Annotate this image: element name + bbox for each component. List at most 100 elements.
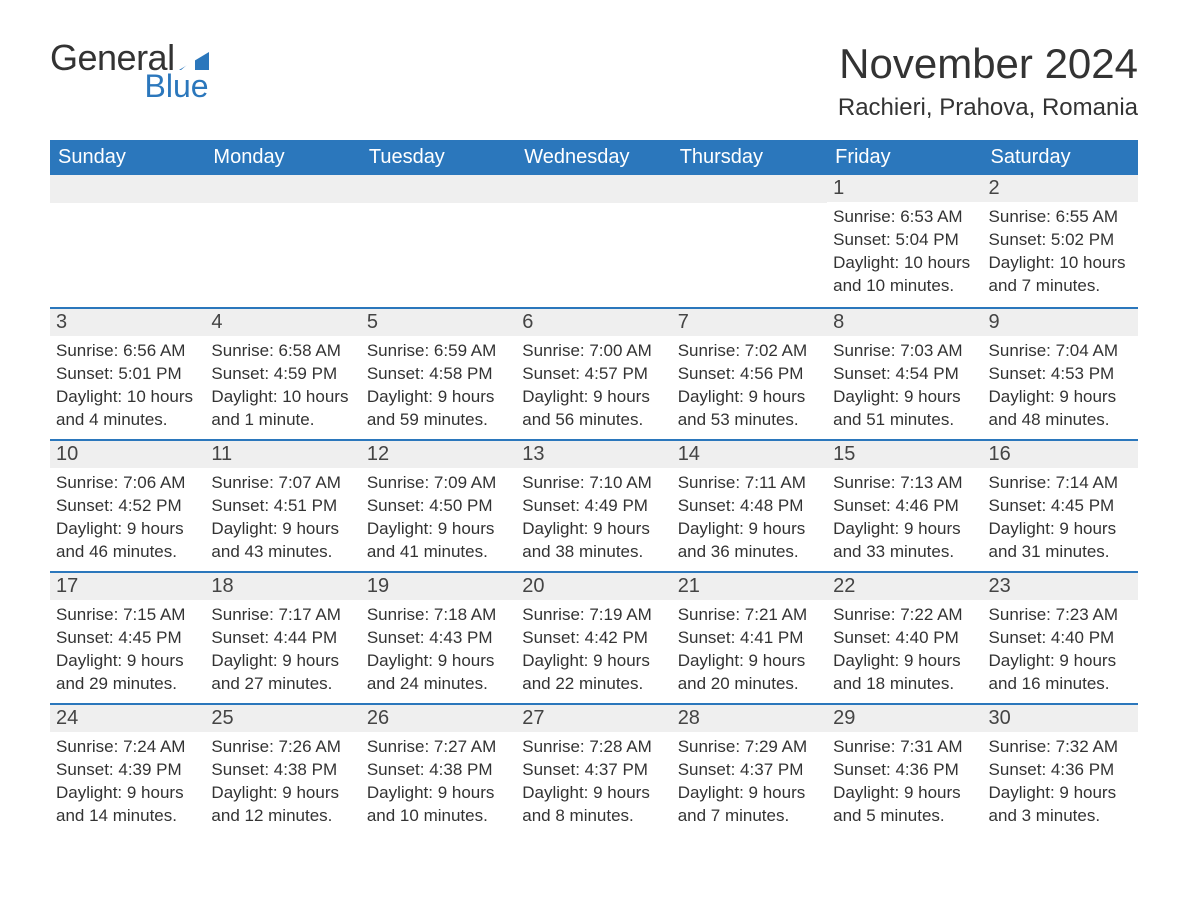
calendar-day-cell: 16Sunrise: 7:14 AMSunset: 4:45 PMDayligh…	[983, 439, 1138, 571]
calendar-week-row: 24Sunrise: 7:24 AMSunset: 4:39 PMDayligh…	[50, 703, 1138, 835]
day-number: 24	[50, 703, 205, 732]
day-details: Sunrise: 6:53 AMSunset: 5:04 PMDaylight:…	[827, 202, 982, 304]
sunrise-text: Sunrise: 7:02 AM	[678, 340, 821, 363]
day-details: Sunrise: 7:29 AMSunset: 4:37 PMDaylight:…	[672, 732, 827, 834]
calendar-day-cell: 5Sunrise: 6:59 AMSunset: 4:58 PMDaylight…	[361, 307, 516, 439]
sunset-text: Sunset: 4:59 PM	[211, 363, 354, 386]
sunrise-text: Sunrise: 7:07 AM	[211, 472, 354, 495]
sunrise-text: Sunrise: 7:15 AM	[56, 604, 199, 627]
location: Rachieri, Prahova, Romania	[838, 94, 1138, 122]
sunrise-text: Sunrise: 7:31 AM	[833, 736, 976, 759]
daylight-text: Daylight: 9 hours and 22 minutes.	[522, 650, 665, 696]
sunset-text: Sunset: 4:45 PM	[989, 495, 1132, 518]
calendar-day-cell: 25Sunrise: 7:26 AMSunset: 4:38 PMDayligh…	[205, 703, 360, 835]
day-details: Sunrise: 7:22 AMSunset: 4:40 PMDaylight:…	[827, 600, 982, 702]
daylight-text: Daylight: 9 hours and 46 minutes.	[56, 518, 199, 564]
day-details: Sunrise: 7:19 AMSunset: 4:42 PMDaylight:…	[516, 600, 671, 702]
sunset-text: Sunset: 4:52 PM	[56, 495, 199, 518]
day-details: Sunrise: 7:11 AMSunset: 4:48 PMDaylight:…	[672, 468, 827, 570]
sunrise-text: Sunrise: 7:32 AM	[989, 736, 1132, 759]
day-number: 23	[983, 571, 1138, 600]
sunrise-text: Sunrise: 7:22 AM	[833, 604, 976, 627]
day-details: Sunrise: 7:28 AMSunset: 4:37 PMDaylight:…	[516, 732, 671, 834]
sunset-text: Sunset: 5:02 PM	[989, 229, 1132, 252]
day-details: Sunrise: 7:02 AMSunset: 4:56 PMDaylight:…	[672, 336, 827, 438]
sunset-text: Sunset: 4:53 PM	[989, 363, 1132, 386]
sunset-text: Sunset: 4:54 PM	[833, 363, 976, 386]
daylight-text: Daylight: 9 hours and 48 minutes.	[989, 386, 1132, 432]
sunset-text: Sunset: 4:56 PM	[678, 363, 821, 386]
logo: General Blue	[50, 40, 209, 102]
title-block: November 2024 Rachieri, Prahova, Romania	[838, 40, 1138, 122]
calendar-week-row: 10Sunrise: 7:06 AMSunset: 4:52 PMDayligh…	[50, 439, 1138, 571]
day-number: 20	[516, 571, 671, 600]
day-number: 8	[827, 307, 982, 336]
day-details: Sunrise: 7:32 AMSunset: 4:36 PMDaylight:…	[983, 732, 1138, 834]
daylight-text: Daylight: 10 hours and 7 minutes.	[989, 252, 1132, 298]
sunset-text: Sunset: 4:38 PM	[211, 759, 354, 782]
day-number: 18	[205, 571, 360, 600]
day-details: Sunrise: 7:15 AMSunset: 4:45 PMDaylight:…	[50, 600, 205, 702]
daylight-text: Daylight: 9 hours and 36 minutes.	[678, 518, 821, 564]
daylight-text: Daylight: 9 hours and 14 minutes.	[56, 782, 199, 828]
daylight-text: Daylight: 9 hours and 29 minutes.	[56, 650, 199, 696]
calendar-day-cell: 1Sunrise: 6:53 AMSunset: 5:04 PMDaylight…	[827, 175, 982, 307]
sunrise-text: Sunrise: 7:17 AM	[211, 604, 354, 627]
month-title: November 2024	[838, 40, 1138, 88]
daylight-text: Daylight: 9 hours and 59 minutes.	[367, 386, 510, 432]
empty-day	[516, 175, 671, 203]
logo-word-blue: Blue	[145, 70, 209, 102]
day-details: Sunrise: 7:24 AMSunset: 4:39 PMDaylight:…	[50, 732, 205, 834]
weekday-header: Sunday	[50, 140, 205, 175]
calendar-day-cell: 10Sunrise: 7:06 AMSunset: 4:52 PMDayligh…	[50, 439, 205, 571]
sunset-text: Sunset: 4:57 PM	[522, 363, 665, 386]
sunset-text: Sunset: 4:50 PM	[367, 495, 510, 518]
weekday-header: Friday	[827, 140, 982, 175]
day-details: Sunrise: 7:17 AMSunset: 4:44 PMDaylight:…	[205, 600, 360, 702]
daylight-text: Daylight: 9 hours and 10 minutes.	[367, 782, 510, 828]
empty-day	[50, 175, 205, 203]
calendar-day-cell: 27Sunrise: 7:28 AMSunset: 4:37 PMDayligh…	[516, 703, 671, 835]
calendar-day-cell: 26Sunrise: 7:27 AMSunset: 4:38 PMDayligh…	[361, 703, 516, 835]
sunrise-text: Sunrise: 6:58 AM	[211, 340, 354, 363]
sunset-text: Sunset: 4:46 PM	[833, 495, 976, 518]
weekday-header: Thursday	[672, 140, 827, 175]
sunrise-text: Sunrise: 7:06 AM	[56, 472, 199, 495]
daylight-text: Daylight: 9 hours and 24 minutes.	[367, 650, 510, 696]
day-number: 7	[672, 307, 827, 336]
calendar-day-cell	[50, 175, 205, 307]
day-details: Sunrise: 7:04 AMSunset: 4:53 PMDaylight:…	[983, 336, 1138, 438]
sunrise-text: Sunrise: 7:18 AM	[367, 604, 510, 627]
day-number: 30	[983, 703, 1138, 732]
day-number: 29	[827, 703, 982, 732]
daylight-text: Daylight: 9 hours and 8 minutes.	[522, 782, 665, 828]
calendar-day-cell: 18Sunrise: 7:17 AMSunset: 4:44 PMDayligh…	[205, 571, 360, 703]
day-details: Sunrise: 6:58 AMSunset: 4:59 PMDaylight:…	[205, 336, 360, 438]
sunrise-text: Sunrise: 7:03 AM	[833, 340, 976, 363]
day-number: 11	[205, 439, 360, 468]
calendar-week-row: 17Sunrise: 7:15 AMSunset: 4:45 PMDayligh…	[50, 571, 1138, 703]
day-number: 14	[672, 439, 827, 468]
calendar-day-cell: 4Sunrise: 6:58 AMSunset: 4:59 PMDaylight…	[205, 307, 360, 439]
day-number: 19	[361, 571, 516, 600]
calendar-day-cell: 22Sunrise: 7:22 AMSunset: 4:40 PMDayligh…	[827, 571, 982, 703]
weekday-header: Wednesday	[516, 140, 671, 175]
calendar-day-cell: 2Sunrise: 6:55 AMSunset: 5:02 PMDaylight…	[983, 175, 1138, 307]
daylight-text: Daylight: 9 hours and 33 minutes.	[833, 518, 976, 564]
sunrise-text: Sunrise: 7:04 AM	[989, 340, 1132, 363]
daylight-text: Daylight: 9 hours and 7 minutes.	[678, 782, 821, 828]
empty-day	[361, 175, 516, 203]
day-details: Sunrise: 7:13 AMSunset: 4:46 PMDaylight:…	[827, 468, 982, 570]
day-details: Sunrise: 7:06 AMSunset: 4:52 PMDaylight:…	[50, 468, 205, 570]
sunrise-text: Sunrise: 7:23 AM	[989, 604, 1132, 627]
calendar-day-cell: 13Sunrise: 7:10 AMSunset: 4:49 PMDayligh…	[516, 439, 671, 571]
day-details: Sunrise: 7:07 AMSunset: 4:51 PMDaylight:…	[205, 468, 360, 570]
day-number: 26	[361, 703, 516, 732]
calendar-day-cell: 17Sunrise: 7:15 AMSunset: 4:45 PMDayligh…	[50, 571, 205, 703]
day-details: Sunrise: 6:59 AMSunset: 4:58 PMDaylight:…	[361, 336, 516, 438]
daylight-text: Daylight: 9 hours and 56 minutes.	[522, 386, 665, 432]
day-number: 25	[205, 703, 360, 732]
sunset-text: Sunset: 5:04 PM	[833, 229, 976, 252]
daylight-text: Daylight: 9 hours and 5 minutes.	[833, 782, 976, 828]
day-number: 12	[361, 439, 516, 468]
